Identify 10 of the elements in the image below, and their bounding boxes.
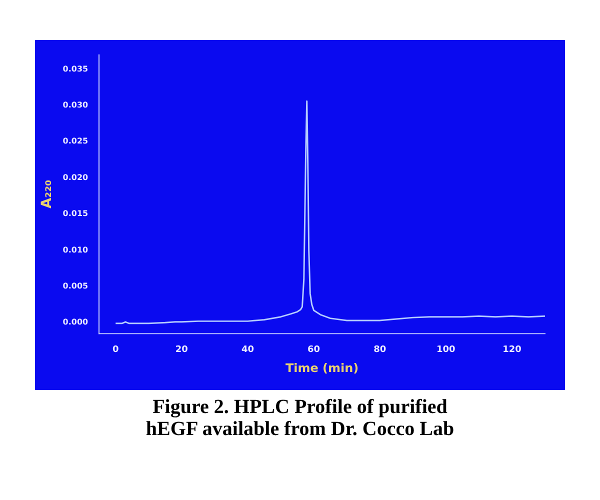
x-tick-label: 60 — [308, 345, 320, 355]
x-axis-title: Time (min) — [285, 361, 359, 376]
x-tick-label: 40 — [241, 345, 254, 355]
x-tick-label: 80 — [374, 345, 386, 355]
y-axis-title: A₂₂₀ — [38, 180, 56, 209]
x-tick-label: 20 — [175, 345, 188, 355]
x-tick-label: 100 — [436, 345, 456, 355]
x-tick-label: 0 — [112, 345, 119, 355]
x-tick-label: 120 — [502, 345, 522, 355]
text: Figure 2. HPLC Profile of purified hEGF available from Dr. Cocco Lab — [144, 396, 456, 440]
